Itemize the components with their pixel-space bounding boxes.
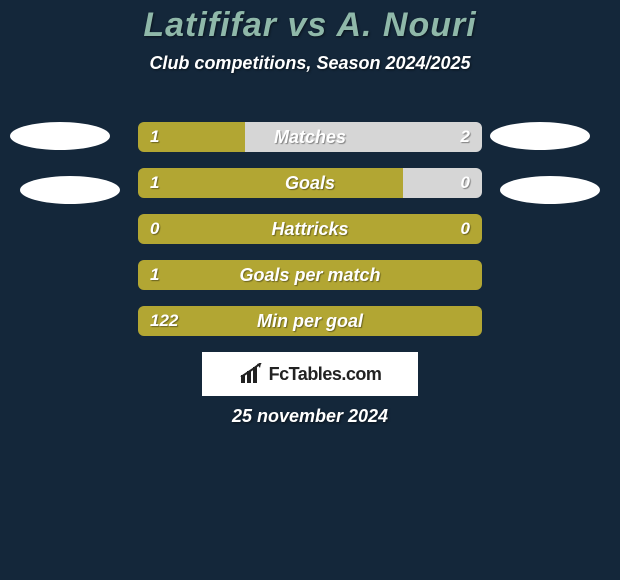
brand-badge: FcTables.com — [202, 352, 418, 396]
stat-value-right: 0 — [461, 214, 470, 244]
stat-value-left: 1 — [150, 168, 159, 198]
page-title: Latififar vs A. Nouri — [0, 0, 620, 45]
stat-value-left: 1 — [150, 260, 159, 290]
brand-chart-icon — [239, 363, 265, 385]
footer-date: 25 november 2024 — [0, 406, 620, 427]
stat-label: Hattricks — [138, 214, 482, 244]
brand-text: FcTables.com — [269, 364, 382, 385]
stat-value-right: 0 — [461, 168, 470, 198]
stat-row: Matches1 2 — [0, 122, 620, 152]
stat-label: Goals — [138, 168, 482, 198]
stat-value-left: 122 — [150, 306, 178, 336]
stat-value-left: 0 — [150, 214, 159, 244]
stat-label: Goals per match — [138, 260, 482, 290]
page-subtitle: Club competitions, Season 2024/2025 — [0, 53, 620, 74]
stat-row: Min per goal122 — [0, 306, 620, 336]
stat-row: Hattricks0 0 — [0, 214, 620, 244]
comparison-chart: Latififar vs A. Nouri Club competitions,… — [0, 0, 620, 580]
stat-label: Matches — [138, 122, 482, 152]
stat-value-left: 1 — [150, 122, 159, 152]
stat-row: Goals1 0 — [0, 168, 620, 198]
stat-row: Goals per match1 — [0, 260, 620, 290]
stat-rows: Matches12Goals10Hattricks00Goals per mat… — [0, 122, 620, 352]
stat-value-right: 2 — [461, 122, 470, 152]
stat-label: Min per goal — [138, 306, 482, 336]
